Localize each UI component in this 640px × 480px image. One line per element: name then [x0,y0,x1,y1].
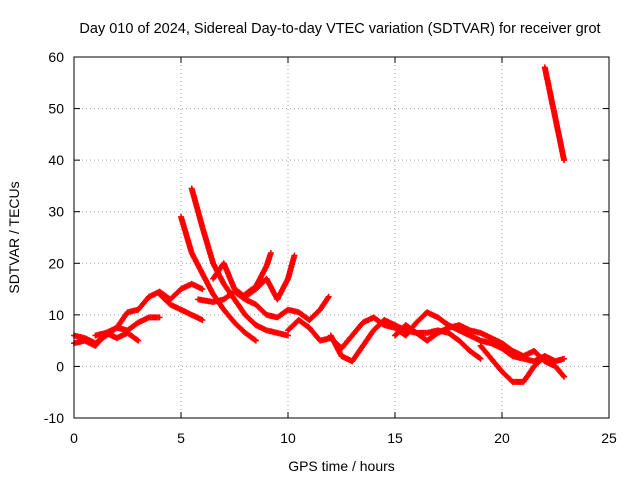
data-point [156,314,163,321]
series-arc-7 [195,288,332,324]
data-marker-run [253,264,269,289]
data-point [477,355,484,362]
data-point [291,252,298,259]
data-marker-run [285,254,297,281]
data-marker-run [189,187,205,229]
data-marker-run [318,295,331,312]
x-tick-label: 0 [70,430,78,446]
x-tick-label: 15 [387,430,403,446]
y-tick-label: 30 [48,204,64,220]
series-arc-4 [156,291,206,324]
data-marker-run [200,272,216,296]
data-marker-run [360,328,376,348]
data-marker-run [157,292,173,307]
y-tick-label: 50 [48,101,64,117]
data-marker-run [468,348,483,361]
series-arc-14 [541,64,568,164]
data-marker-run [243,330,258,343]
chart-title: Day 010 of 2024, Sidereal Day-to-day VTE… [79,21,600,37]
data-point [267,249,274,256]
data-marker-run [221,261,237,291]
data-point [561,157,568,164]
data-marker-run [489,356,504,374]
data-marker-run [168,287,183,302]
y-tick-label: -10 [44,410,64,426]
series-arc-6 [188,185,291,339]
x-tick-label: 5 [177,430,185,446]
data-marker-run [254,302,269,317]
axes: 0 5 10 15 20 25 -10 0 10 20 30 40 50 60 [44,49,617,446]
data-point [199,317,206,324]
data-point [252,337,259,344]
data-point [199,286,206,293]
data-marker-run [500,341,515,354]
data-point [561,373,568,380]
y-axis-label: SDTVAR / TECUs [6,181,22,293]
data-marker-run [178,215,195,255]
data-marker-run [457,338,472,353]
data-marker-run [339,333,355,351]
data-marker-run [114,310,130,330]
y-tick-label: 20 [48,255,64,271]
y-tick-label: 60 [48,49,64,65]
x-tick-label: 25 [601,430,617,446]
data-point [135,337,142,344]
data-marker-run [521,364,537,384]
data-marker-run [275,277,291,301]
data-marker-run [500,346,515,359]
data-marker-run [243,284,258,297]
data-marker-run [232,320,248,335]
data-marker-run [199,225,216,265]
data-marker-run [296,317,312,330]
plot-frame [73,56,610,419]
grid [74,57,609,418]
data-marker-run [446,330,461,343]
series-arc-5 [178,213,259,344]
data-marker-run [350,344,365,363]
y-tick-label: 40 [48,152,64,168]
data-marker-run [403,323,419,335]
series-arc-9 [242,249,274,298]
data-marker-run [350,320,365,338]
data-marker-run [425,330,440,343]
x-axis-label: GPS time / hours [288,458,395,474]
data-point [325,293,332,300]
data-marker-run [328,333,344,358]
data-marker-run [307,325,323,343]
data-marker-run [243,312,258,328]
data-marker-run [125,320,140,333]
data-point [541,353,548,360]
data-marker-run [500,369,515,384]
data-marker-run [136,295,151,312]
data-marker-run [553,364,567,379]
data-marker-run [478,344,494,361]
data-marker-run [125,330,140,343]
series-arc-3 [92,280,206,339]
y-tick-label: 0 [56,358,64,374]
data-point [561,355,568,362]
data-marker-run [221,307,237,325]
data-marker-run [189,251,205,276]
data-marker-run [532,354,547,369]
y-tick-label: 10 [48,307,64,323]
data-point [285,332,291,339]
x-tick-label: 10 [280,430,296,446]
series-arc-12 [392,322,568,380]
x-tick-label: 20 [494,430,510,446]
data-marker-run [436,315,451,328]
series-arc-13 [477,342,548,385]
data-points [71,64,568,385]
data-marker-run [232,297,248,317]
data-marker-run [307,307,322,322]
